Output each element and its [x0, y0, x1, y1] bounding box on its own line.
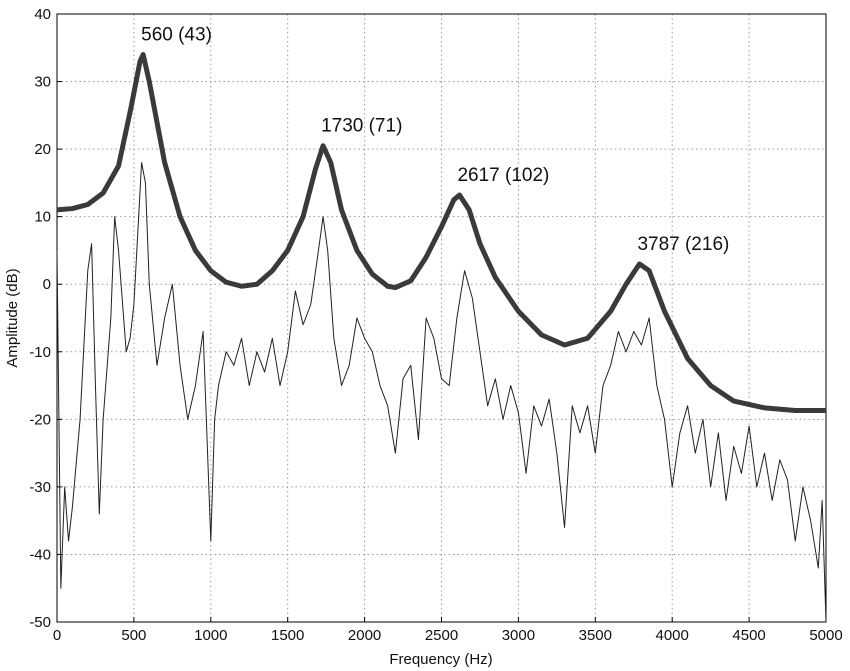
- x-tick-label: 3000: [502, 627, 535, 644]
- x-axis-label: Frequency (Hz): [389, 651, 492, 668]
- y-tick-label: -20: [29, 411, 51, 428]
- annotation: 3787 (216): [637, 234, 729, 255]
- annotation: 560 (43): [141, 25, 212, 46]
- x-tick-label: 2000: [348, 627, 381, 644]
- series-line: [56, 52, 826, 414]
- x-tick-label: 1500: [271, 627, 304, 644]
- y-tick-label: 40: [34, 6, 51, 23]
- x-tick-label: 3500: [579, 627, 612, 644]
- y-tick-label: -30: [29, 479, 51, 496]
- y-axis-label: Amplitude (dB): [4, 268, 21, 367]
- y-tick-label: -50: [29, 614, 51, 631]
- x-tick-label: 1000: [194, 627, 227, 644]
- series-line: [56, 162, 827, 623]
- x-tick-label: 500: [121, 627, 146, 644]
- plot-area: [57, 14, 826, 622]
- x-tick-label: 4500: [732, 627, 765, 644]
- x-tick-label: 0: [53, 627, 61, 644]
- y-tick-label: -40: [29, 546, 51, 563]
- y-tick-label: -10: [29, 344, 51, 361]
- axes-frame: [56, 13, 827, 623]
- annotation: 1730 (71): [321, 116, 402, 137]
- x-tick-label: 2500: [425, 627, 458, 644]
- x-tick-label: 4000: [656, 627, 689, 644]
- x-tick-label: 5000: [809, 627, 842, 644]
- y-tick-label: 30: [34, 74, 51, 91]
- annotation: 2617 (102): [457, 165, 549, 186]
- y-tick-label: 0: [43, 276, 51, 293]
- y-tick-label: 10: [34, 209, 51, 226]
- y-tick-label: 20: [34, 141, 51, 158]
